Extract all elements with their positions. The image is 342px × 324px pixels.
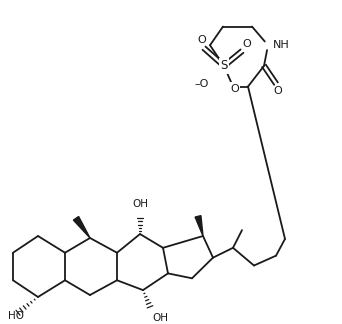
Text: OH: OH bbox=[132, 200, 148, 209]
Polygon shape bbox=[195, 216, 203, 236]
Text: HO: HO bbox=[8, 311, 24, 321]
Polygon shape bbox=[74, 216, 90, 238]
Text: –O: –O bbox=[195, 79, 209, 88]
Text: O: O bbox=[242, 39, 251, 49]
Text: O: O bbox=[231, 84, 239, 94]
Text: O: O bbox=[198, 35, 206, 45]
Text: O: O bbox=[274, 87, 282, 97]
Text: S: S bbox=[220, 59, 228, 72]
Text: NH: NH bbox=[273, 40, 290, 50]
Text: OH: OH bbox=[152, 313, 168, 323]
